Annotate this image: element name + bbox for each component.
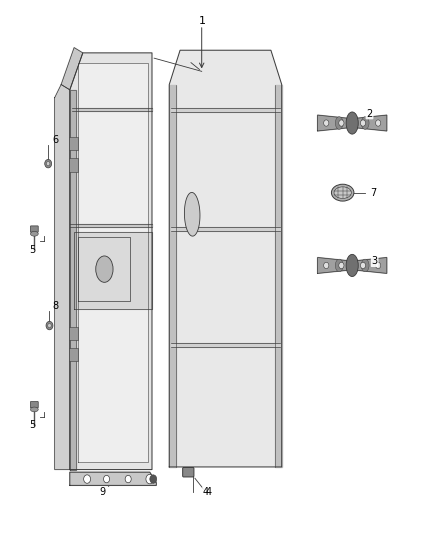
Polygon shape bbox=[169, 50, 282, 467]
FancyBboxPatch shape bbox=[183, 467, 194, 477]
Ellipse shape bbox=[361, 259, 369, 272]
Polygon shape bbox=[171, 227, 279, 231]
Text: 6: 6 bbox=[53, 135, 59, 145]
Text: 8: 8 bbox=[53, 301, 59, 311]
Polygon shape bbox=[74, 232, 152, 309]
Circle shape bbox=[339, 262, 344, 269]
Text: 7: 7 bbox=[371, 188, 377, 198]
Text: 5: 5 bbox=[29, 419, 35, 430]
Text: 2: 2 bbox=[366, 109, 373, 118]
Text: 9: 9 bbox=[99, 487, 105, 497]
Polygon shape bbox=[78, 63, 148, 462]
Circle shape bbox=[146, 474, 154, 484]
Ellipse shape bbox=[336, 117, 343, 130]
Circle shape bbox=[84, 475, 91, 483]
FancyBboxPatch shape bbox=[68, 348, 78, 361]
Circle shape bbox=[45, 159, 52, 168]
Polygon shape bbox=[70, 472, 156, 486]
Ellipse shape bbox=[346, 254, 358, 277]
Polygon shape bbox=[70, 53, 152, 470]
Polygon shape bbox=[78, 238, 131, 301]
Text: 4: 4 bbox=[203, 487, 209, 497]
Ellipse shape bbox=[346, 112, 358, 134]
Text: 3: 3 bbox=[371, 256, 378, 266]
Polygon shape bbox=[72, 108, 152, 111]
Circle shape bbox=[46, 321, 53, 330]
Circle shape bbox=[324, 262, 329, 269]
Polygon shape bbox=[61, 47, 83, 90]
Circle shape bbox=[125, 475, 131, 483]
Polygon shape bbox=[171, 343, 279, 346]
FancyBboxPatch shape bbox=[68, 138, 78, 150]
FancyBboxPatch shape bbox=[31, 226, 38, 232]
Ellipse shape bbox=[361, 117, 369, 130]
Polygon shape bbox=[70, 224, 152, 227]
Circle shape bbox=[375, 120, 381, 126]
Polygon shape bbox=[55, 85, 70, 470]
Ellipse shape bbox=[96, 256, 113, 282]
Circle shape bbox=[103, 475, 110, 483]
Polygon shape bbox=[357, 257, 387, 273]
FancyBboxPatch shape bbox=[68, 158, 78, 172]
Circle shape bbox=[375, 262, 381, 269]
Polygon shape bbox=[357, 115, 387, 131]
Polygon shape bbox=[184, 192, 200, 236]
Polygon shape bbox=[169, 85, 176, 467]
Ellipse shape bbox=[334, 187, 351, 198]
Polygon shape bbox=[275, 85, 282, 467]
Circle shape bbox=[150, 475, 157, 483]
Polygon shape bbox=[70, 90, 76, 470]
Text: 4: 4 bbox=[206, 487, 212, 497]
Text: 5: 5 bbox=[29, 245, 35, 255]
Polygon shape bbox=[318, 115, 348, 131]
Polygon shape bbox=[318, 257, 348, 273]
Polygon shape bbox=[171, 108, 279, 112]
FancyBboxPatch shape bbox=[68, 327, 78, 341]
Circle shape bbox=[339, 120, 344, 126]
Circle shape bbox=[46, 161, 50, 166]
FancyBboxPatch shape bbox=[31, 401, 38, 408]
Circle shape bbox=[324, 120, 329, 126]
Ellipse shape bbox=[332, 184, 354, 201]
Ellipse shape bbox=[31, 407, 38, 412]
Circle shape bbox=[360, 262, 366, 269]
Ellipse shape bbox=[31, 231, 38, 236]
Ellipse shape bbox=[336, 259, 343, 272]
Circle shape bbox=[48, 324, 51, 328]
Circle shape bbox=[360, 120, 366, 126]
Text: 1: 1 bbox=[199, 16, 206, 26]
